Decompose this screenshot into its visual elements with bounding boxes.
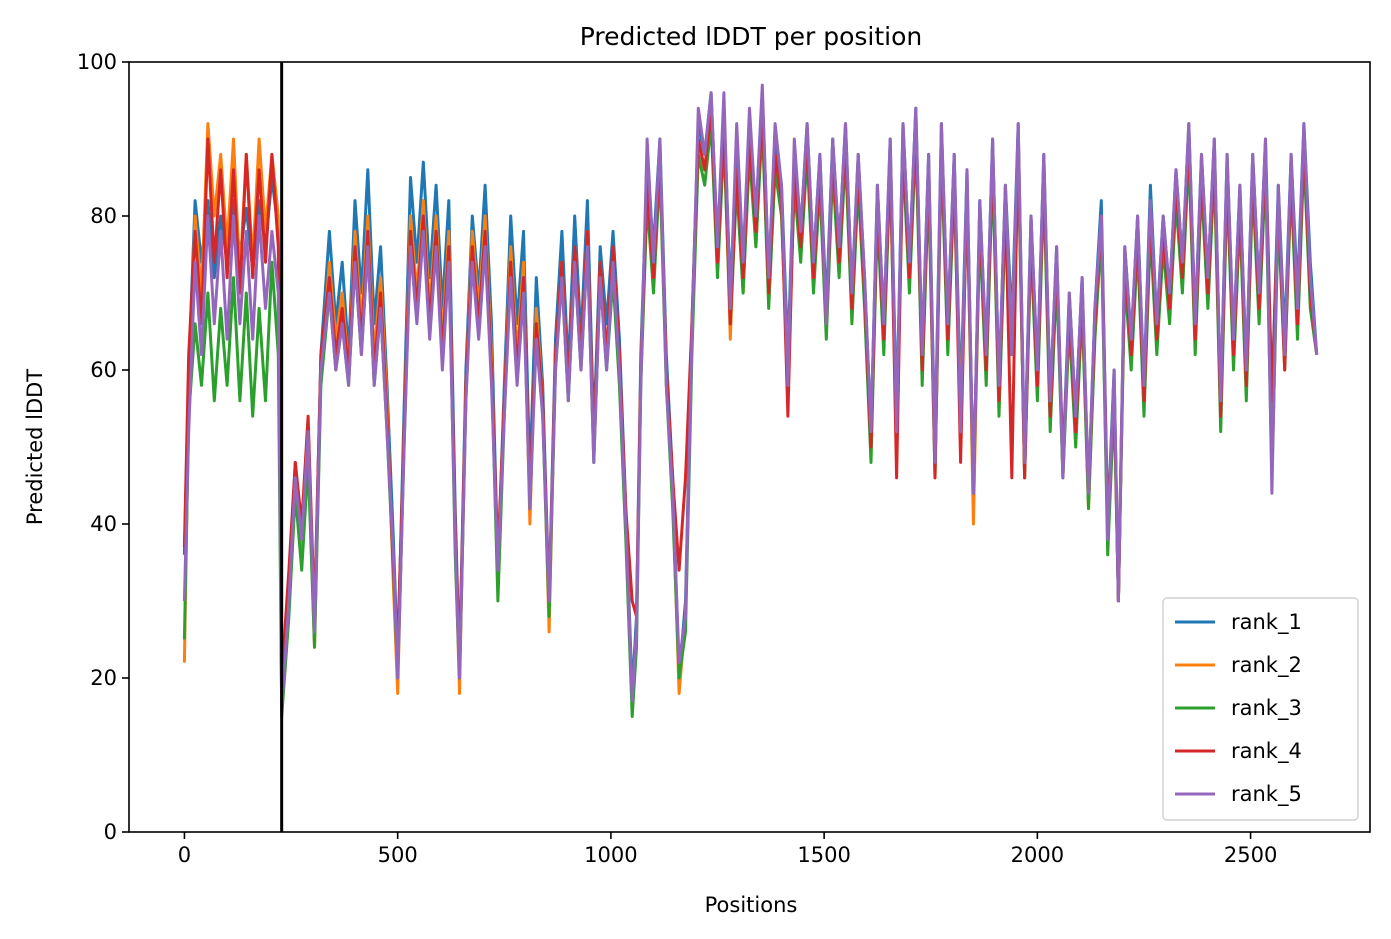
chart-title: Predicted lDDT per position xyxy=(580,22,922,51)
y-tick-label: 20 xyxy=(90,666,117,690)
plot-frame xyxy=(128,61,1371,833)
y-tick-label: 80 xyxy=(90,204,117,228)
legend-label-rank_3: rank_3 xyxy=(1231,696,1302,721)
y-tick-label: 100 xyxy=(77,50,117,74)
series-line-rank_5 xyxy=(182,83,1319,711)
y-tick-label: 40 xyxy=(90,512,117,536)
y-tick-label: 0 xyxy=(104,820,117,844)
legend-label-rank_1: rank_1 xyxy=(1231,610,1302,635)
legend-label-rank_4: rank_4 xyxy=(1231,739,1302,764)
x-tick-label: 1000 xyxy=(584,843,637,867)
x-tick-label: 0 xyxy=(178,843,191,867)
legend-box xyxy=(1162,597,1359,821)
y-axis-label: Predicted lDDT xyxy=(23,369,47,525)
x-tick-label: 500 xyxy=(378,843,418,867)
x-tick-label: 2000 xyxy=(1011,843,1064,867)
series-line-rank_2 xyxy=(182,106,1319,711)
legend-label-rank_2: rank_2 xyxy=(1231,653,1302,678)
series-line-rank_4 xyxy=(182,106,1319,680)
x-tick-label: 2500 xyxy=(1224,843,1277,867)
x-tick-label: 1500 xyxy=(797,843,850,867)
plot-area xyxy=(182,62,1319,832)
legend: rank_1 rank_2 rank_3 rank_4 rank_5 xyxy=(1162,597,1359,821)
axes: 0 500 1000 1500 2000 2500 0 20 40 60 80 100 xyxy=(77,50,1371,867)
legend-label-rank_5: rank_5 xyxy=(1231,782,1302,807)
y-tick-label: 60 xyxy=(90,358,117,382)
x-axis-label: Positions xyxy=(705,893,798,917)
